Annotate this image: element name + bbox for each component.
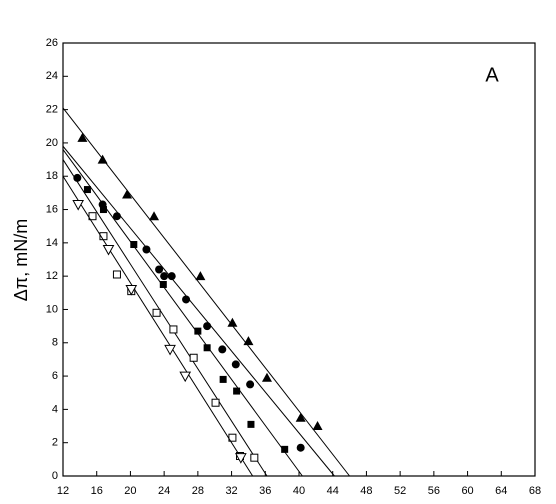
- point: [211, 398, 220, 407]
- point: [142, 245, 151, 254]
- x-tick-label: 12: [57, 485, 69, 497]
- point: [227, 317, 238, 327]
- point: [234, 453, 247, 464]
- point: [112, 270, 121, 279]
- y-tick-label: 18: [46, 170, 58, 182]
- point: [73, 173, 82, 182]
- y-tick-label: 2: [52, 437, 58, 449]
- x-tick-label: 32: [225, 485, 237, 497]
- point: [102, 245, 115, 256]
- point: [195, 271, 206, 281]
- point: [99, 206, 107, 214]
- point: [247, 420, 255, 428]
- y-axis-label: Δπ, mN/m: [11, 219, 31, 301]
- point: [169, 325, 178, 334]
- point: [159, 280, 167, 288]
- x-tick-label: 44: [327, 485, 339, 497]
- fit-line: [62, 145, 335, 477]
- point: [194, 327, 202, 335]
- point: [246, 380, 255, 389]
- point: [130, 241, 138, 249]
- y-tick-label: 22: [46, 104, 58, 116]
- point: [250, 453, 259, 462]
- point: [182, 295, 191, 304]
- point: [231, 360, 240, 369]
- point: [261, 372, 272, 382]
- point: [243, 336, 254, 346]
- point: [219, 375, 227, 383]
- y-tick-label: 24: [46, 70, 58, 82]
- y-tick-label: 20: [46, 137, 58, 149]
- y-tick-label: 8: [52, 337, 58, 349]
- x-tick-label: 28: [192, 485, 204, 497]
- point: [233, 387, 241, 395]
- point: [218, 345, 227, 354]
- point: [167, 272, 176, 281]
- y-tick-label: 26: [46, 37, 58, 49]
- point: [125, 284, 138, 296]
- x-tick-label: 64: [495, 485, 507, 497]
- y-tick-label: 14: [46, 237, 58, 249]
- y-tick-label: 12: [46, 270, 58, 282]
- point: [203, 344, 211, 352]
- panel-label: A: [485, 64, 499, 86]
- y-tick-label: 4: [52, 403, 58, 415]
- x-tick-label: 20: [124, 485, 136, 497]
- point: [152, 308, 161, 317]
- x-tick-label: 24: [158, 485, 170, 497]
- point: [312, 421, 323, 431]
- y-tick-label: 6: [52, 370, 58, 382]
- point: [88, 212, 97, 221]
- point: [296, 443, 305, 452]
- point: [295, 412, 306, 422]
- x-tick-label: 56: [428, 485, 440, 497]
- point: [112, 212, 121, 221]
- y-tick-label: 0: [52, 470, 58, 482]
- point: [83, 186, 91, 194]
- point: [149, 211, 160, 221]
- point: [203, 322, 212, 331]
- x-tick-label: 52: [394, 485, 406, 497]
- fit-line: [62, 175, 254, 477]
- point: [77, 132, 88, 142]
- point: [189, 353, 198, 362]
- point: [122, 189, 133, 199]
- y-tick-label: 16: [46, 203, 58, 215]
- point: [160, 272, 169, 281]
- point: [155, 265, 164, 274]
- y-tick-label: 10: [46, 303, 58, 315]
- x-tick-label: 68: [529, 485, 541, 497]
- x-tick-label: 36: [259, 485, 271, 497]
- point: [97, 154, 108, 164]
- x-tick-label: 40: [293, 485, 305, 497]
- fit-line: [62, 159, 268, 477]
- x-tick-label: 60: [461, 485, 473, 497]
- fit-line: [62, 149, 303, 477]
- point: [164, 344, 176, 356]
- fit-line: [62, 107, 350, 477]
- point: [281, 445, 289, 453]
- point: [72, 200, 85, 211]
- x-tick-label: 16: [91, 485, 103, 497]
- x-tick-label: 48: [360, 485, 372, 497]
- point: [179, 371, 192, 383]
